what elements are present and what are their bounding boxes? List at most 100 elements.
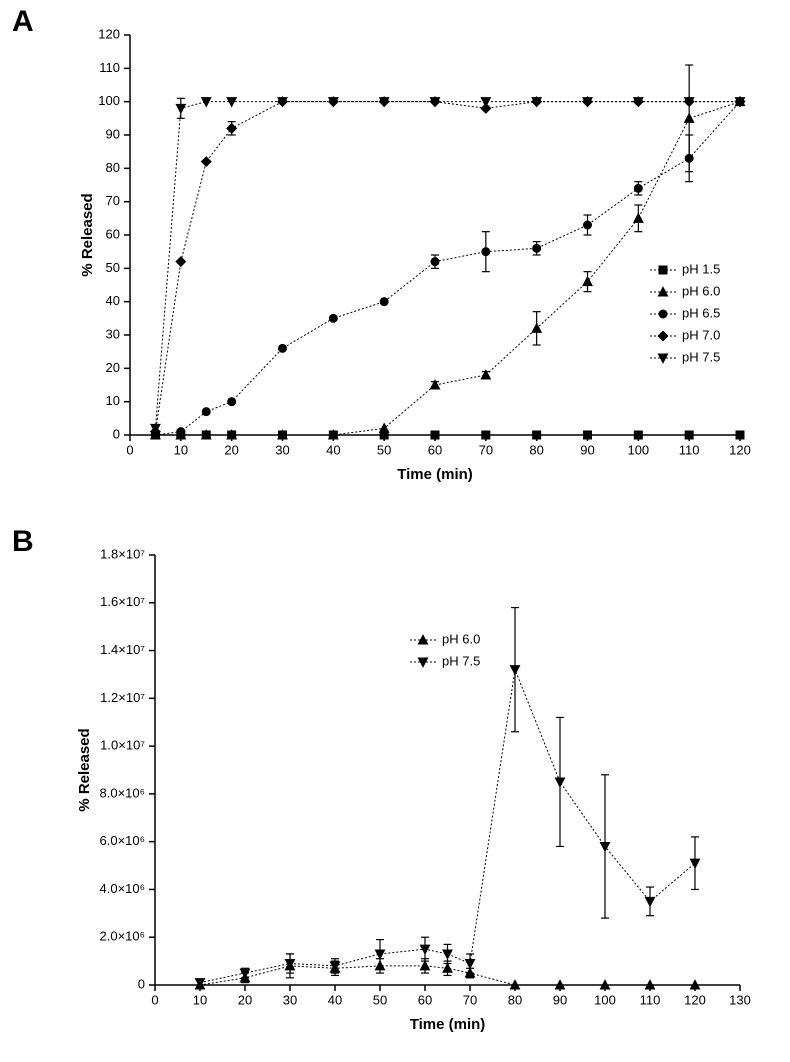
marker bbox=[634, 214, 643, 223]
series-ph-7.0 bbox=[151, 97, 745, 437]
marker bbox=[685, 114, 694, 123]
series-ph-6.0 bbox=[151, 65, 745, 439]
svg-text:40: 40 bbox=[326, 442, 340, 457]
marker bbox=[583, 277, 592, 286]
legend-label: pH 6.0 bbox=[442, 631, 480, 646]
marker bbox=[510, 666, 519, 675]
svg-text:50: 50 bbox=[106, 260, 120, 275]
panel-b-label: B bbox=[12, 525, 34, 559]
svg-text:1.6×10⁷: 1.6×10⁷ bbox=[100, 594, 145, 609]
marker bbox=[176, 104, 185, 113]
svg-text:1.2×10⁷: 1.2×10⁷ bbox=[100, 690, 145, 705]
marker bbox=[685, 154, 693, 162]
svg-text:60: 60 bbox=[106, 226, 120, 241]
svg-text:70: 70 bbox=[463, 992, 477, 1007]
svg-text:120: 120 bbox=[98, 26, 120, 41]
svg-text:90: 90 bbox=[580, 442, 594, 457]
svg-text:30: 30 bbox=[106, 326, 120, 341]
svg-text:70: 70 bbox=[479, 442, 493, 457]
marker bbox=[736, 431, 744, 439]
svg-text:10: 10 bbox=[174, 442, 188, 457]
marker bbox=[584, 221, 592, 229]
panel-a-label: A bbox=[12, 5, 34, 39]
svg-text:60: 60 bbox=[428, 442, 442, 457]
svg-text:0: 0 bbox=[151, 992, 158, 1007]
legend-label: pH 7.5 bbox=[682, 349, 720, 364]
svg-text:90: 90 bbox=[553, 992, 567, 1007]
svg-text:30: 30 bbox=[283, 992, 297, 1007]
marker bbox=[465, 960, 474, 969]
svg-text:10: 10 bbox=[193, 992, 207, 1007]
legend-label: pH 1.5 bbox=[682, 261, 720, 276]
svg-text:1.8×10⁷: 1.8×10⁷ bbox=[100, 546, 145, 561]
marker bbox=[228, 398, 236, 406]
marker bbox=[443, 963, 452, 972]
svg-text:20: 20 bbox=[238, 992, 252, 1007]
marker bbox=[533, 244, 541, 252]
svg-text:80: 80 bbox=[106, 160, 120, 175]
svg-text:40: 40 bbox=[106, 293, 120, 308]
marker bbox=[685, 431, 693, 439]
svg-text:100: 100 bbox=[627, 442, 649, 457]
svg-text:Time (min): Time (min) bbox=[397, 466, 473, 483]
marker bbox=[482, 248, 490, 256]
svg-text:40: 40 bbox=[328, 992, 342, 1007]
chart-b-svg: 010203040506070809010011012013002.0×10⁶4… bbox=[60, 540, 760, 1040]
svg-text:130: 130 bbox=[729, 992, 751, 1007]
svg-text:50: 50 bbox=[373, 992, 387, 1007]
marker bbox=[177, 428, 185, 436]
svg-text:110: 110 bbox=[679, 442, 700, 457]
svg-text:2.0×10⁶: 2.0×10⁶ bbox=[100, 929, 145, 944]
marker bbox=[645, 897, 654, 906]
marker bbox=[482, 431, 490, 439]
svg-text:1.4×10⁷: 1.4×10⁷ bbox=[100, 642, 145, 657]
svg-text:80: 80 bbox=[508, 992, 522, 1007]
legend-marker bbox=[659, 310, 667, 318]
legend-label: pH 6.5 bbox=[682, 305, 720, 320]
legend-marker bbox=[658, 331, 668, 341]
svg-text:70: 70 bbox=[106, 193, 120, 208]
marker bbox=[380, 298, 388, 306]
svg-text:0: 0 bbox=[113, 426, 120, 441]
marker bbox=[431, 258, 439, 266]
svg-text:0: 0 bbox=[126, 442, 133, 457]
marker bbox=[533, 431, 541, 439]
svg-text:4.0×10⁶: 4.0×10⁶ bbox=[100, 881, 145, 896]
svg-text:80: 80 bbox=[529, 442, 543, 457]
marker bbox=[431, 431, 439, 439]
marker bbox=[584, 431, 592, 439]
marker bbox=[555, 778, 564, 787]
marker bbox=[634, 431, 642, 439]
svg-text:% Released: % Released bbox=[79, 193, 96, 276]
marker bbox=[380, 424, 389, 433]
svg-text:% Released: % Released bbox=[76, 728, 93, 811]
chart-a: 0102030405060708090100110120010203040506… bbox=[60, 20, 760, 490]
marker bbox=[202, 408, 210, 416]
marker bbox=[481, 98, 490, 107]
svg-text:50: 50 bbox=[377, 442, 391, 457]
marker bbox=[329, 314, 337, 322]
legend-label: pH 7.5 bbox=[442, 653, 480, 668]
marker bbox=[634, 184, 642, 192]
marker bbox=[201, 157, 211, 167]
svg-text:1.0×10⁷: 1.0×10⁷ bbox=[100, 738, 145, 753]
legend: pH 1.5pH 6.0pH 6.5pH 7.0pH 7.5 bbox=[650, 261, 720, 364]
svg-text:Time (min): Time (min) bbox=[410, 1016, 486, 1033]
svg-text:20: 20 bbox=[224, 442, 238, 457]
legend-marker bbox=[659, 266, 667, 274]
marker bbox=[690, 859, 699, 868]
legend-label: pH 6.0 bbox=[682, 283, 720, 298]
marker bbox=[176, 257, 186, 267]
chart-b: 010203040506070809010011012013002.0×10⁶4… bbox=[60, 540, 760, 1040]
svg-text:90: 90 bbox=[106, 126, 120, 141]
legend: pH 6.0 pH 7.5 bbox=[410, 631, 480, 668]
svg-text:110: 110 bbox=[99, 60, 120, 75]
svg-text:110: 110 bbox=[640, 992, 661, 1007]
series-ph-6.5 bbox=[151, 98, 744, 439]
svg-text:30: 30 bbox=[275, 442, 289, 457]
marker bbox=[227, 124, 237, 134]
svg-text:20: 20 bbox=[106, 360, 120, 375]
svg-text:120: 120 bbox=[684, 992, 706, 1007]
svg-text:120: 120 bbox=[729, 442, 751, 457]
svg-text:100: 100 bbox=[594, 992, 616, 1007]
